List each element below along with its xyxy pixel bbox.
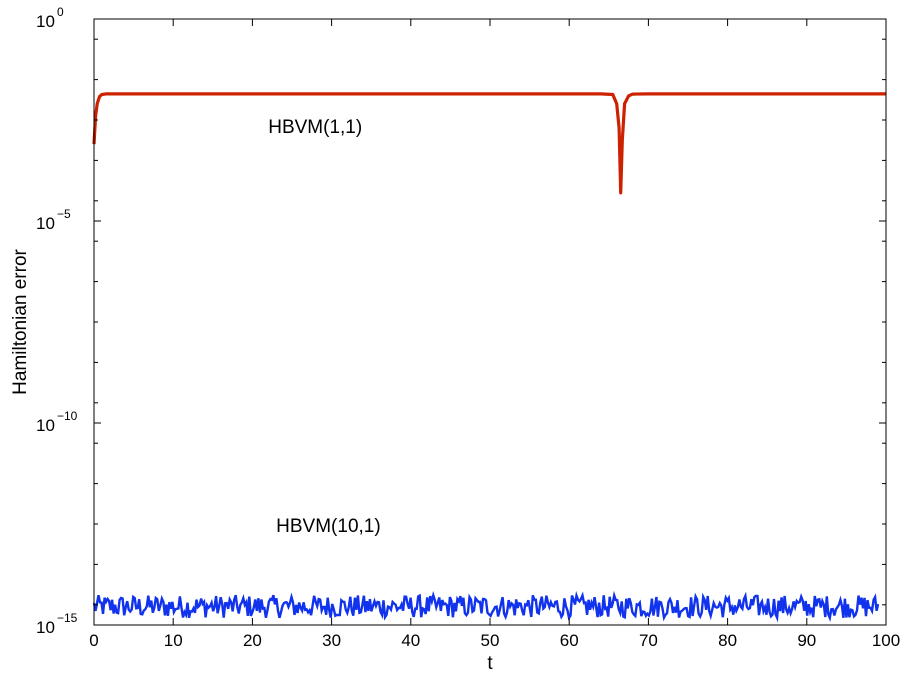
y-tick-label: 10 −5 [36, 207, 71, 233]
annotation-label: HBVM(10,1) [276, 516, 381, 537]
x-tick-label: 30 [322, 631, 341, 650]
x-tick-label: 20 [243, 631, 262, 650]
y-tick-exponent: −15 [57, 611, 78, 625]
y-tick-exponent: −10 [57, 409, 78, 423]
series-line-hbvm-1-1 [92, 92, 886, 195]
plot-frame [93, 18, 887, 626]
x-tick-label: 50 [481, 631, 500, 650]
x-tick-label: 90 [797, 631, 816, 650]
x-tick-label: 80 [718, 631, 737, 650]
y-tick-base: 10 [36, 214, 55, 233]
y-tick-exponent: 0 [57, 5, 64, 19]
y-tick-base: 10 [36, 416, 55, 435]
series-layer [92, 92, 886, 623]
series-line-hbvm-10-1 [92, 590, 880, 623]
y-tick-exponent: −5 [57, 207, 71, 221]
x-tick-label: 10 [164, 631, 183, 650]
y-tick-label: 10 −15 [36, 611, 78, 637]
y-tick-base: 10 [36, 12, 55, 31]
x-tick-label: 40 [401, 631, 420, 650]
annotations-layer: HBVM(1,1) HBVM(10,1) [268, 117, 380, 537]
y-tick-label: 10 −10 [36, 409, 78, 435]
y-tick-label: 10 0 [36, 5, 64, 31]
x-tick-label: 100 [872, 631, 900, 650]
x-tick-label: 0 [89, 631, 98, 650]
ticks-layer [93, 18, 887, 626]
y-tick-base: 10 [36, 618, 55, 637]
x-axis-label: t [487, 653, 493, 674]
y-axis-label: Hamiltonian error [10, 248, 31, 394]
annotation-label: HBVM(1,1) [268, 117, 362, 138]
x-tick-label: 70 [639, 631, 658, 650]
x-tick-label: 60 [560, 631, 579, 650]
